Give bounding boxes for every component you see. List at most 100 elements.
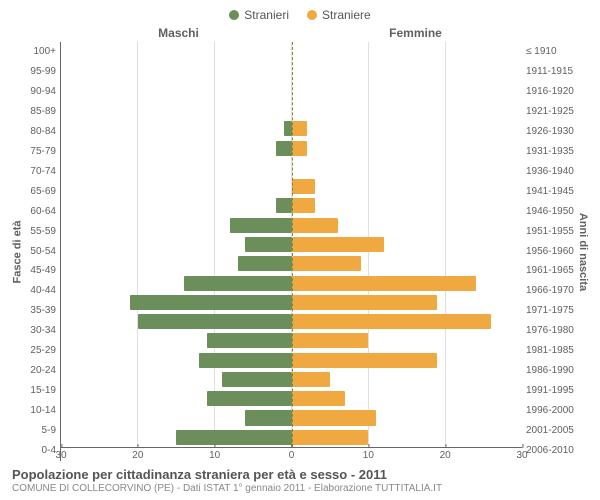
age-label: 100+ — [24, 42, 56, 62]
birth-year-label: 1941-1945 — [526, 182, 576, 202]
birth-year-label: 1921-1925 — [526, 102, 576, 122]
female-bar — [292, 141, 307, 156]
male-bar — [138, 314, 292, 329]
bar-row — [61, 177, 522, 196]
age-labels-column: 100+95-9990-9485-8980-8475-7970-7465-696… — [24, 42, 60, 461]
bar-row — [61, 138, 522, 157]
legend-label-male: Stranieri — [244, 8, 289, 22]
bar-row — [61, 389, 522, 408]
male-bar — [238, 256, 292, 271]
female-bar — [292, 295, 438, 310]
female-bar — [292, 237, 384, 252]
chart-footer: Popolazione per cittadinanza straniera p… — [10, 467, 590, 494]
header-female: Femmine — [297, 26, 534, 40]
bar-row — [61, 331, 522, 350]
age-label: 40-44 — [24, 281, 56, 301]
legend-swatch-female — [307, 10, 317, 20]
female-bar — [292, 391, 346, 406]
bar-row — [61, 312, 522, 331]
male-bar — [207, 333, 292, 348]
age-label: 45-49 — [24, 261, 56, 281]
female-bar — [292, 179, 315, 194]
female-bar — [292, 372, 330, 387]
birth-year-labels-column: ≤ 19101911-19151916-19201921-19251926-19… — [522, 42, 576, 461]
chart-container: Stranieri Straniere Maschi Femmine Fasce… — [0, 0, 600, 500]
bar-row — [61, 119, 522, 138]
bar-row — [61, 370, 522, 389]
age-label: 10-14 — [24, 401, 56, 421]
legend-item-male: Stranieri — [229, 8, 289, 22]
birth-year-label: 1946-1950 — [526, 202, 576, 222]
female-bar — [292, 218, 338, 233]
bar-row — [61, 61, 522, 80]
plot-rows — [61, 42, 522, 447]
age-label: 50-54 — [24, 242, 56, 262]
birth-year-label: 1916-1920 — [526, 82, 576, 102]
age-label: 15-19 — [24, 381, 56, 401]
bar-row — [61, 254, 522, 273]
birth-year-label: 2006-2010 — [526, 441, 576, 461]
bar-row — [61, 196, 522, 215]
age-label: 60-64 — [24, 202, 56, 222]
male-bar — [199, 353, 291, 368]
birth-year-label: 1996-2000 — [526, 401, 576, 421]
legend-label-female: Straniere — [322, 8, 371, 22]
bar-row — [61, 408, 522, 427]
birth-year-label: 1931-1935 — [526, 142, 576, 162]
x-tick: 10 — [209, 450, 220, 461]
chart-zone: Fasce di età 100+95-9990-9485-8980-8475-… — [10, 42, 590, 461]
header-male: Maschi — [60, 26, 297, 40]
male-bar — [222, 372, 291, 387]
x-tick: 10 — [363, 450, 374, 461]
age-label: 0-4 — [24, 441, 56, 461]
legend: Stranieri Straniere — [10, 8, 590, 22]
birth-year-label: 1956-1960 — [526, 242, 576, 262]
y-axis-label-left: Fasce di età — [10, 42, 24, 461]
bar-row — [61, 273, 522, 292]
male-bar — [276, 198, 291, 213]
birth-year-label: 2001-2005 — [526, 421, 576, 441]
x-tick: 30 — [55, 450, 66, 461]
bar-row — [61, 81, 522, 100]
age-label: 80-84 — [24, 122, 56, 142]
age-label: 35-39 — [24, 301, 56, 321]
female-bar — [292, 333, 369, 348]
male-bar — [245, 237, 291, 252]
male-bar — [184, 276, 292, 291]
birth-year-label: 1986-1990 — [526, 361, 576, 381]
age-label: 95-99 — [24, 62, 56, 82]
birth-year-label: 1936-1940 — [526, 162, 576, 182]
bar-row — [61, 100, 522, 119]
birth-year-label: 1976-1980 — [526, 321, 576, 341]
y-axis-label-right: Anni di nascita — [576, 42, 590, 461]
age-label: 5-9 — [24, 421, 56, 441]
age-label: 25-29 — [24, 341, 56, 361]
birth-year-label: 1911-1915 — [526, 62, 576, 82]
age-label: 70-74 — [24, 162, 56, 182]
age-label: 30-34 — [24, 321, 56, 341]
legend-item-female: Straniere — [307, 8, 371, 22]
male-bar — [130, 295, 291, 310]
birth-year-label: 1961-1965 — [526, 261, 576, 281]
male-bar — [230, 218, 291, 233]
male-bar — [245, 410, 291, 425]
chart-subtitle: COMUNE DI COLLECORVINO (PE) - Dati ISTAT… — [12, 483, 590, 494]
bar-row — [61, 42, 522, 61]
x-tick: 30 — [516, 450, 527, 461]
female-bar — [292, 353, 438, 368]
chart-title: Popolazione per cittadinanza straniera p… — [12, 467, 590, 482]
birth-year-label: 1981-1985 — [526, 341, 576, 361]
male-bar — [176, 430, 291, 445]
bar-row — [61, 216, 522, 235]
birth-year-label: 1971-1975 — [526, 301, 576, 321]
age-label: 75-79 — [24, 142, 56, 162]
bar-row — [61, 293, 522, 312]
female-bar — [292, 276, 476, 291]
legend-swatch-male — [229, 10, 239, 20]
female-bar — [292, 121, 307, 136]
male-bar — [207, 391, 292, 406]
age-label: 55-59 — [24, 222, 56, 242]
bar-row — [61, 351, 522, 370]
birth-year-label: 1926-1930 — [526, 122, 576, 142]
x-axis: 3020100102030 — [61, 447, 522, 461]
